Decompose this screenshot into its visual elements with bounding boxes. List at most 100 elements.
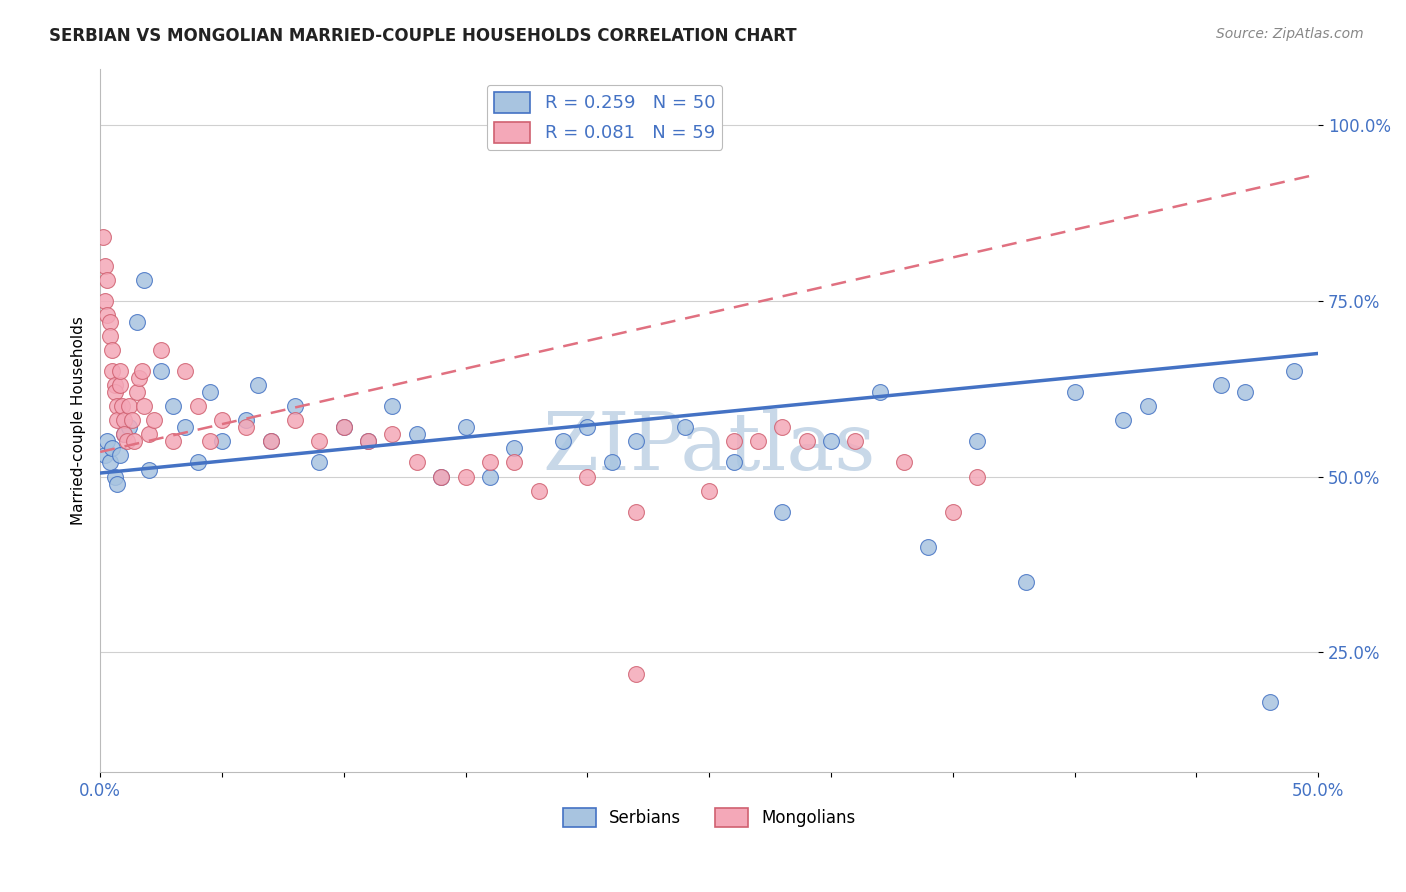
Point bbox=[125, 385, 148, 400]
Point bbox=[132, 272, 155, 286]
Legend: Serbians, Mongolians: Serbians, Mongolians bbox=[555, 802, 862, 834]
Point bbox=[94, 259, 117, 273]
Point bbox=[405, 455, 427, 469]
Text: ZIPatlas: ZIPatlas bbox=[543, 409, 876, 487]
Point bbox=[211, 413, 233, 427]
Point bbox=[624, 505, 647, 519]
Point bbox=[1209, 378, 1232, 392]
Point bbox=[187, 455, 209, 469]
Point bbox=[96, 308, 118, 322]
Point bbox=[624, 666, 647, 681]
Point bbox=[430, 469, 453, 483]
Point bbox=[121, 413, 143, 427]
Point bbox=[1282, 364, 1305, 378]
Point bbox=[770, 420, 793, 434]
Point bbox=[105, 413, 128, 427]
Point bbox=[94, 449, 117, 463]
Point bbox=[697, 483, 720, 498]
Point bbox=[260, 434, 283, 449]
Point bbox=[600, 455, 623, 469]
Point bbox=[162, 399, 184, 413]
Point bbox=[381, 427, 404, 442]
Point bbox=[308, 455, 330, 469]
Point bbox=[357, 434, 380, 449]
Point bbox=[260, 434, 283, 449]
Point bbox=[1234, 385, 1257, 400]
Point bbox=[187, 399, 209, 413]
Y-axis label: Married-couple Households: Married-couple Households bbox=[72, 316, 86, 524]
Point bbox=[108, 378, 131, 392]
Point bbox=[357, 434, 380, 449]
Point bbox=[723, 434, 745, 449]
Point bbox=[98, 315, 121, 329]
Point bbox=[576, 469, 599, 483]
Point bbox=[1015, 575, 1038, 590]
Point bbox=[430, 469, 453, 483]
Point bbox=[527, 483, 550, 498]
Text: SERBIAN VS MONGOLIAN MARRIED-COUPLE HOUSEHOLDS CORRELATION CHART: SERBIAN VS MONGOLIAN MARRIED-COUPLE HOUS… bbox=[49, 27, 797, 45]
Point bbox=[101, 442, 124, 456]
Point bbox=[624, 434, 647, 449]
Point bbox=[381, 399, 404, 413]
Point bbox=[405, 427, 427, 442]
Point bbox=[118, 420, 141, 434]
Point bbox=[966, 434, 988, 449]
Point bbox=[174, 420, 197, 434]
Point bbox=[308, 434, 330, 449]
Point bbox=[104, 469, 127, 483]
Point bbox=[108, 449, 131, 463]
Point bbox=[114, 427, 136, 442]
Point bbox=[893, 455, 915, 469]
Point bbox=[917, 540, 939, 554]
Point bbox=[478, 469, 501, 483]
Point bbox=[332, 420, 354, 434]
Point bbox=[115, 434, 138, 449]
Point bbox=[104, 385, 127, 400]
Point bbox=[454, 469, 477, 483]
Point bbox=[198, 385, 221, 400]
Point bbox=[478, 455, 501, 469]
Point bbox=[503, 442, 526, 456]
Point bbox=[142, 413, 165, 427]
Point bbox=[198, 434, 221, 449]
Point bbox=[138, 427, 160, 442]
Point bbox=[98, 455, 121, 469]
Point bbox=[122, 434, 145, 449]
Point bbox=[454, 420, 477, 434]
Point bbox=[150, 364, 173, 378]
Point bbox=[96, 272, 118, 286]
Point bbox=[503, 455, 526, 469]
Point bbox=[101, 343, 124, 357]
Point bbox=[247, 378, 270, 392]
Point bbox=[132, 399, 155, 413]
Point bbox=[942, 505, 965, 519]
Point bbox=[111, 399, 134, 413]
Point bbox=[162, 434, 184, 449]
Point bbox=[114, 413, 136, 427]
Point bbox=[332, 420, 354, 434]
Point bbox=[138, 462, 160, 476]
Point bbox=[284, 413, 307, 427]
Point bbox=[211, 434, 233, 449]
Point bbox=[131, 364, 153, 378]
Point bbox=[747, 434, 769, 449]
Point bbox=[796, 434, 818, 449]
Point bbox=[105, 476, 128, 491]
Point bbox=[284, 399, 307, 413]
Point bbox=[1112, 413, 1135, 427]
Point bbox=[1136, 399, 1159, 413]
Point bbox=[104, 378, 127, 392]
Point bbox=[91, 230, 114, 244]
Point bbox=[96, 434, 118, 449]
Point bbox=[770, 505, 793, 519]
Point bbox=[150, 343, 173, 357]
Point bbox=[235, 413, 257, 427]
Point bbox=[235, 420, 257, 434]
Point bbox=[114, 427, 136, 442]
Point bbox=[98, 329, 121, 343]
Point bbox=[844, 434, 866, 449]
Point bbox=[820, 434, 842, 449]
Point bbox=[673, 420, 696, 434]
Point bbox=[551, 434, 574, 449]
Point bbox=[174, 364, 197, 378]
